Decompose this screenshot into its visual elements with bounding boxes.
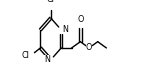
Text: O: O [86, 43, 92, 52]
Text: O: O [77, 15, 84, 24]
Text: N: N [44, 55, 50, 64]
Text: N: N [62, 25, 68, 34]
Text: Cl: Cl [22, 51, 30, 60]
Text: Cl: Cl [47, 0, 55, 4]
